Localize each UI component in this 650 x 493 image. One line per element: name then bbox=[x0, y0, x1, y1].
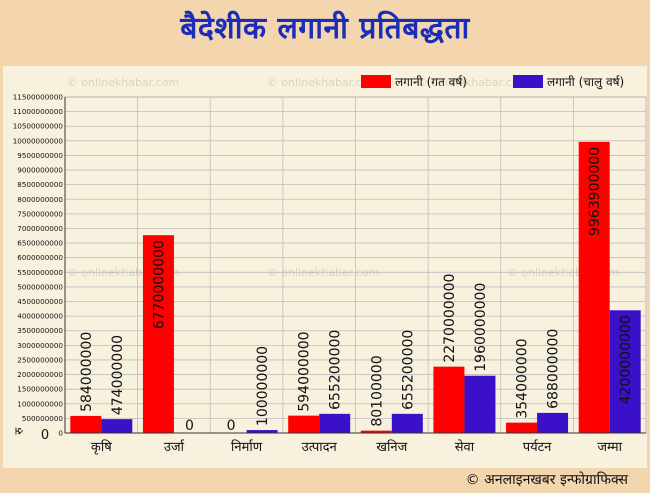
y-tick-label: 4000000000 bbox=[17, 312, 63, 321]
y-tick-label: 9000000000 bbox=[17, 166, 63, 175]
data-label: 80100000 bbox=[369, 355, 385, 426]
legend-label: लगानी (चालु वर्ष) bbox=[547, 75, 624, 90]
y-tick-label: 2000000000 bbox=[17, 370, 63, 379]
data-label: 655200000 bbox=[328, 330, 344, 410]
bar-this-year bbox=[391, 413, 423, 433]
bar-prev-year bbox=[578, 141, 610, 433]
y-tick-label: 8500000000 bbox=[17, 180, 63, 189]
chart-panel: © onlinekhabar.com © onlinekhabar.com © on… bbox=[3, 66, 647, 468]
y-tick-label: 4500000000 bbox=[17, 297, 63, 306]
x-tick-label: निर्माण bbox=[231, 439, 263, 455]
x-tick-label: पर्यटन bbox=[523, 439, 552, 455]
x-tick-label: कृषि bbox=[91, 439, 112, 455]
x-tick-label: सेवा bbox=[455, 439, 475, 455]
axes: 0500000000100000000015000000002000000000… bbox=[12, 93, 646, 455]
bar-prev-year bbox=[142, 235, 174, 433]
bar-this-year bbox=[464, 375, 496, 433]
y-axis-zero-label: 0 bbox=[41, 428, 49, 443]
legend-label: लगानी (गत वर्ष) bbox=[395, 75, 467, 89]
bar-prev-year bbox=[360, 430, 392, 433]
x-tick-label: जम्मा bbox=[597, 440, 622, 455]
y-tick-label: 1000000000 bbox=[17, 399, 63, 408]
x-tick-label: खनिज bbox=[376, 439, 407, 455]
legend-swatch bbox=[513, 75, 543, 88]
bar-this-year bbox=[246, 430, 278, 433]
data-label: 655200000 bbox=[400, 330, 416, 410]
watermark-text: © onlinekhabar.com bbox=[417, 76, 529, 89]
y-tick-label: 3500000000 bbox=[17, 326, 63, 335]
y-tick-label: 7500000000 bbox=[17, 209, 63, 218]
bar-prev-year bbox=[288, 415, 320, 433]
data-label: 0 bbox=[185, 418, 194, 434]
legend: लगानी (गत वर्ष) लगानी (चालु वर्ष) bbox=[361, 75, 624, 90]
bar-this-year bbox=[101, 419, 133, 433]
data-label: 474000000 bbox=[110, 335, 126, 415]
y-tick-label: 5000000000 bbox=[17, 282, 63, 291]
y-tick-label: 10500000000 bbox=[13, 122, 64, 131]
data-label: 2270000000 bbox=[442, 274, 458, 363]
data-label: 688000000 bbox=[546, 329, 562, 409]
bar-this-year bbox=[537, 412, 569, 433]
x-tick-label: उर्जा bbox=[164, 439, 185, 455]
bar-prev-year bbox=[433, 366, 465, 433]
chart-title: बैदेशीक लगानी प्रतिबद्धता bbox=[180, 11, 470, 46]
data-label: 0 bbox=[227, 418, 236, 434]
bar-prev-year bbox=[70, 415, 102, 433]
y-tick-label: 1500000000 bbox=[17, 385, 63, 394]
y-tick-label: 5500000000 bbox=[17, 268, 63, 277]
data-label: 594000000 bbox=[297, 331, 313, 411]
bar-this-year bbox=[609, 310, 641, 433]
x-tick-label: उत्पादन bbox=[302, 440, 338, 455]
legend-swatch bbox=[361, 75, 391, 88]
y-tick-label: 2500000000 bbox=[17, 355, 63, 364]
data-label: 354000000 bbox=[515, 338, 531, 418]
data-label: 100000000 bbox=[255, 346, 271, 426]
y-tick-label: 6500000000 bbox=[17, 239, 63, 248]
data-label: 1960000000 bbox=[473, 283, 489, 372]
y-axis-label: रु bbox=[12, 427, 26, 435]
data-label: 584000000 bbox=[79, 332, 95, 412]
y-tick-label: 500000000 bbox=[22, 414, 64, 423]
watermark-text: © onlinekhabar.com bbox=[67, 76, 179, 89]
data-label: 4200000000 bbox=[618, 315, 634, 404]
y-tick-label: 7000000000 bbox=[17, 224, 63, 233]
data-labels: 584000000 6770000000 0 594000000 80100000 227… bbox=[79, 147, 634, 434]
data-label: 6770000000 bbox=[151, 240, 167, 329]
y-tick-label: 8000000000 bbox=[17, 195, 63, 204]
y-tick-label: 0 bbox=[58, 429, 63, 438]
bar-prev-year bbox=[506, 422, 538, 433]
y-tick-label: 9500000000 bbox=[17, 151, 63, 160]
y-tick-label: 3000000000 bbox=[17, 341, 63, 350]
data-label: 9963900000 bbox=[587, 147, 603, 236]
watermark-text: © onlinekhabar.com bbox=[267, 76, 379, 89]
footer-credit: © अनलाइनखबर इन्फोग्राफिक्स bbox=[465, 472, 628, 488]
y-tick-label: 10000000000 bbox=[13, 136, 64, 145]
bar-this-year bbox=[319, 413, 351, 433]
bar-chart: © onlinekhabar.com © onlinekhabar.com © on… bbox=[12, 75, 647, 455]
y-tick-label: 6000000000 bbox=[17, 253, 63, 262]
bars bbox=[70, 141, 641, 433]
y-tick-label: 11500000000 bbox=[13, 93, 64, 102]
y-tick-label: 11000000000 bbox=[13, 107, 64, 116]
